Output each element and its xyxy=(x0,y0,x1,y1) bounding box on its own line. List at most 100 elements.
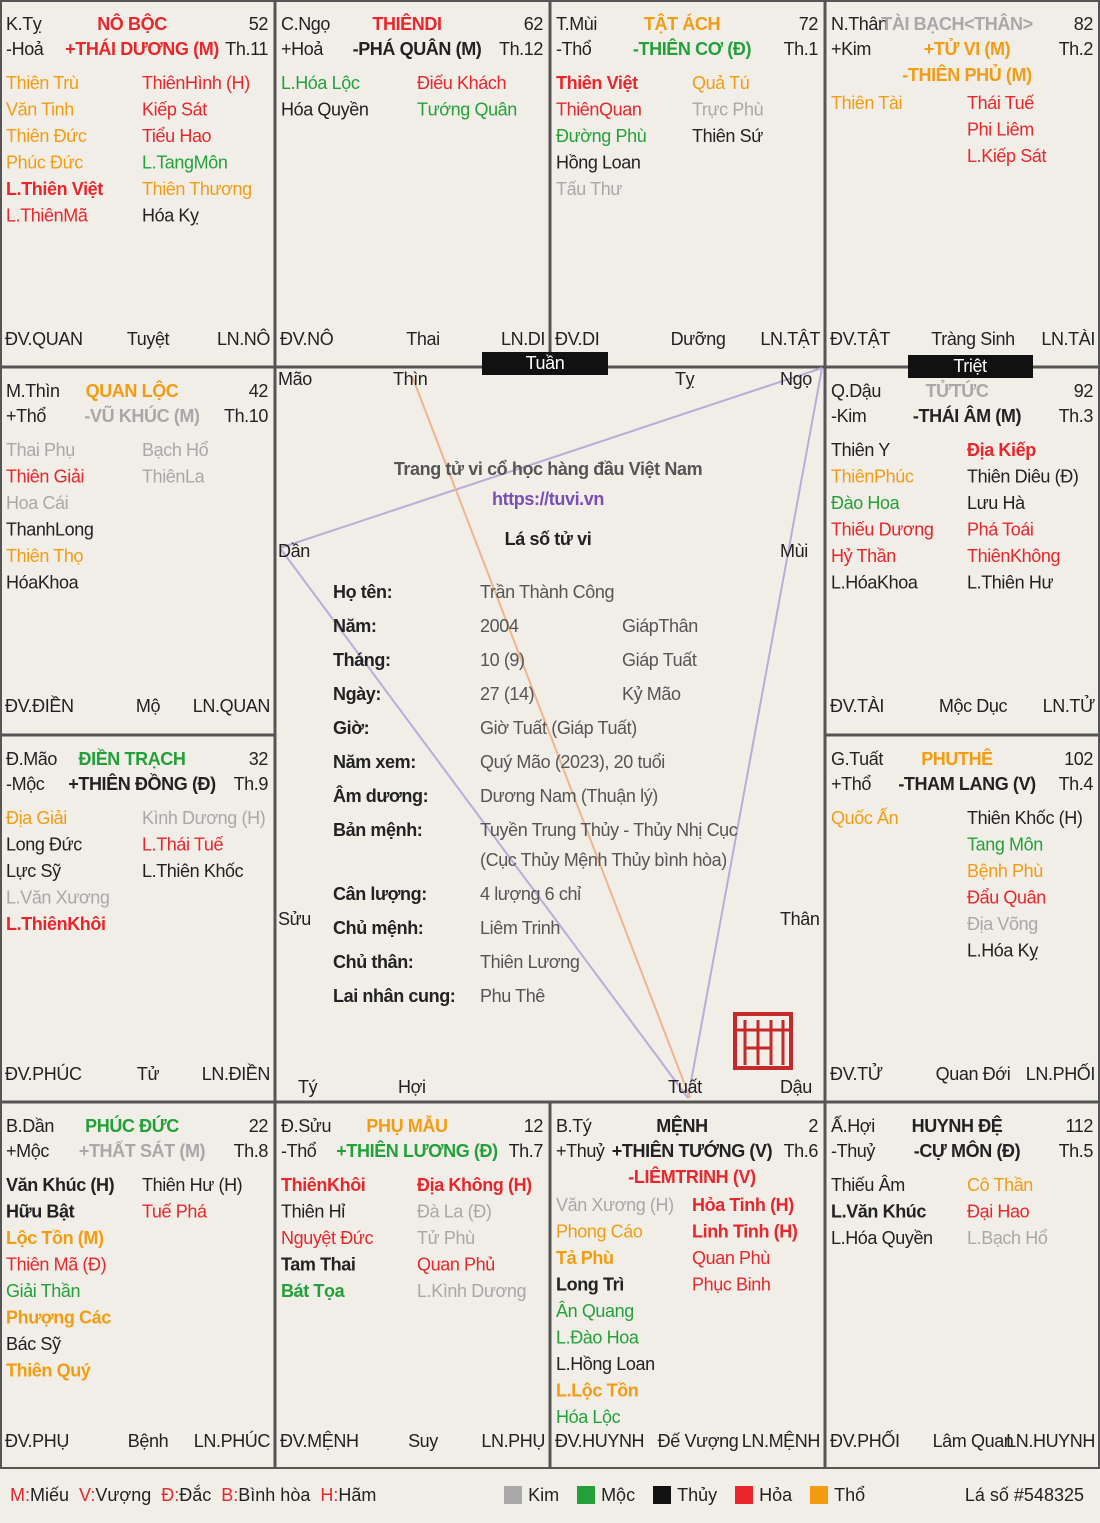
palace-element: -Thuỷ xyxy=(831,1141,875,1161)
star: Hồng Loan xyxy=(556,152,640,172)
dai-van: ĐV.PHỐI xyxy=(830,1430,900,1451)
slogan: Trang tử vi cổ học hàng đầu Việt Nam xyxy=(394,459,702,479)
star: Thiên Mã (Đ) xyxy=(6,1254,106,1274)
abbreviation-key: Đ: xyxy=(161,1484,180,1505)
info-label: Cân lượng: xyxy=(333,884,427,904)
star: Thái Tuế xyxy=(967,93,1034,113)
palace-age: 2 xyxy=(808,1116,818,1136)
star: L.Thiên Việt xyxy=(6,179,103,199)
main-star: -PHÁ QUÂN (M) xyxy=(353,38,482,59)
abbreviation-key: B: xyxy=(221,1484,239,1505)
footer: M:Miếu V:Vượng Đ:Đắc B:Bình hòa H:Hãm Kim Mộc… xyxy=(0,1470,1100,1520)
star: ThiênLa xyxy=(142,466,206,486)
palace-age: 72 xyxy=(799,14,819,34)
branch-label: Mùi xyxy=(780,541,808,561)
star: Thiên Y xyxy=(831,440,890,460)
main-star: +THIÊN ĐỒNG (Đ) xyxy=(68,773,216,794)
dai-van: ĐV.NÔ xyxy=(280,328,334,349)
main-star: -LIÊMTRINH (V) xyxy=(628,1166,756,1187)
palace-element: -Kim xyxy=(831,406,866,426)
star: L.Thiên Khốc xyxy=(142,861,244,881)
palace-name: TẬT ÁCH xyxy=(644,13,720,34)
legend-label: Hỏa xyxy=(759,1484,793,1505)
abbreviation-key: V: xyxy=(79,1484,96,1505)
dai-van: ĐV.TÀI xyxy=(830,696,884,716)
info-extra: GiápThân xyxy=(622,616,698,636)
star: Tử Phù xyxy=(417,1228,475,1248)
info-label: Tháng: xyxy=(333,650,391,670)
star: Linh Tinh (H) xyxy=(692,1221,798,1241)
star: Thiên Hư (H) xyxy=(142,1175,242,1195)
legend-swatch xyxy=(653,1485,672,1504)
star: ThiênKhôi xyxy=(281,1175,365,1195)
star: Thiên Diêu (Đ) xyxy=(967,466,1078,486)
abbreviation-key: M: xyxy=(10,1484,30,1505)
logo-frame xyxy=(733,1012,793,1070)
star: Phá Toái xyxy=(967,519,1034,539)
star: L.Hồng Loan xyxy=(556,1354,655,1374)
info-label: Ngày: xyxy=(333,684,381,704)
palace-month: Th.5 xyxy=(1059,1141,1094,1161)
star: Địa Kiếp xyxy=(967,440,1036,460)
legend-label: Thủy xyxy=(677,1484,718,1505)
star: Hóa Quyền xyxy=(281,99,368,119)
star: L.Bạch Hổ xyxy=(967,1228,1048,1248)
star: Tang Môn xyxy=(967,834,1043,854)
stage: Mộc Dục xyxy=(939,696,1008,716)
stage: Đế Vượng xyxy=(658,1431,739,1451)
palace-name: TÀI BẠCH<THÂN> xyxy=(881,13,1032,34)
star: Tam Thai xyxy=(281,1254,355,1274)
branch-label: Mão xyxy=(278,369,312,389)
palace-month: Th.6 xyxy=(784,1141,819,1161)
info-value: Tuyền Trung Thủy - Thủy Nhị Cục xyxy=(480,820,738,840)
star: L.TangMôn xyxy=(142,152,227,172)
legend-swatch xyxy=(735,1485,754,1504)
star: Hữu Bật xyxy=(6,1201,75,1221)
main-star: -THAM LANG (V) xyxy=(898,774,1036,794)
palace-branch: Ấ.Hợi xyxy=(831,1115,875,1136)
palace-name: NÔ BỘC xyxy=(97,13,167,34)
star: Bạch Hổ xyxy=(142,440,209,460)
star: Hoa Cái xyxy=(6,493,68,513)
star: Phục Binh xyxy=(692,1274,770,1294)
dai-van: ĐV.HUYNH xyxy=(555,1431,644,1451)
dai-van: ĐV.PHỤ xyxy=(5,1431,69,1451)
star: Văn Xương (H) xyxy=(556,1195,674,1215)
star: Thiên Trù xyxy=(6,73,78,93)
tuan-label: Tuần xyxy=(526,353,565,373)
luu-nien: LN.TẬT xyxy=(760,329,820,349)
star: Địa Không (H) xyxy=(417,1175,532,1195)
legend-swatch xyxy=(577,1485,596,1504)
dai-van: ĐV.ĐIỀN xyxy=(5,695,74,716)
aspect-line xyxy=(411,375,691,1099)
palace-element: -Hoả xyxy=(6,39,45,59)
star: Giải Thần xyxy=(6,1281,80,1301)
star: Thiên Thương xyxy=(142,179,252,199)
star: Hỏa Tinh (H) xyxy=(692,1195,794,1215)
palace-age: 22 xyxy=(249,1116,269,1136)
info-value: 4 lượng 6 chỉ xyxy=(480,884,581,904)
abbreviation: B:Bình hòa xyxy=(221,1485,310,1505)
luu-nien: LN.DI xyxy=(501,329,545,349)
palace-branch: B.Dần xyxy=(6,1116,54,1136)
star: Tuế Phá xyxy=(142,1201,208,1221)
star: Thiếu Dương xyxy=(831,519,934,539)
main-star: -THÁI ÂM (M) xyxy=(913,405,1022,426)
star: L.Văn Xương xyxy=(6,887,110,907)
legend-swatch xyxy=(810,1485,829,1504)
star: Đại Hao xyxy=(967,1201,1030,1221)
branch-label: Dần xyxy=(278,541,310,561)
info-value: Thiên Lương xyxy=(480,952,580,972)
palace-element: -Mộc xyxy=(6,774,45,794)
aspect-line xyxy=(687,367,823,1099)
stage: Thai xyxy=(406,329,439,349)
info-label: Lai nhân cung: xyxy=(333,986,455,1006)
star: L.Văn Khúc xyxy=(831,1201,926,1221)
star: Ân Quang xyxy=(556,1301,634,1321)
star: Kiếp Sát xyxy=(142,99,207,119)
luu-nien: LN.PHỐI xyxy=(1026,1063,1095,1084)
info-value: Phu Thê xyxy=(480,986,545,1006)
stage: Suy xyxy=(408,1431,438,1451)
star: Văn Tinh xyxy=(6,99,74,119)
star: L.Hóa Kỵ xyxy=(967,940,1038,960)
